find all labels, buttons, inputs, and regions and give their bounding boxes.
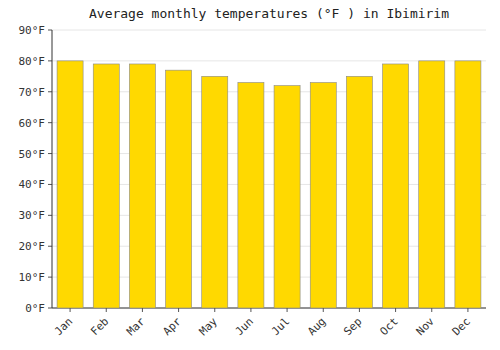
tick-mark [48,308,52,309]
tick-mark [359,308,360,312]
bars [57,61,481,308]
tick-mark [214,308,215,312]
tick-label: Jun [233,315,256,338]
tick-mark [323,308,324,312]
tick-mark [106,308,107,312]
axes: 0°F 10°F 20°F 30°F 40°F 50°F 60°F 70°F 80°F 90°F J… [19,24,487,338]
tick-label: Feb [88,315,111,338]
bar [129,64,155,308]
tick-label: May [197,315,221,339]
tick-label: Sep [341,315,364,338]
tick-mark [250,308,251,312]
tick-mark [48,91,52,92]
tick-label: 0°F [25,302,45,315]
tick-label: Jan [52,315,75,338]
tick-label: 20°F [19,240,46,253]
grid-line [52,30,486,31]
bar [57,61,83,308]
tick-mark [48,30,52,31]
title: Average monthly temperatures (°F ) in Ib… [89,6,449,21]
tick-mark [287,308,288,312]
tick-mark [48,246,52,247]
tick-label: Nov [414,315,438,339]
tick-label: Oct [377,315,400,338]
tick-label: Aug [305,315,328,338]
tick-mark [48,153,52,154]
tick-label: Mar [124,315,148,339]
tick-label: 90°F [19,24,46,37]
tick-mark [178,308,179,312]
bar [238,83,264,308]
tick-label: 10°F [19,271,46,284]
tick-label: 50°F [19,148,46,161]
tick-label: 40°F [19,178,46,191]
tick-mark [431,308,432,312]
tick-mark [48,122,52,123]
y-axis-line [52,30,53,308]
tick-label: 60°F [19,117,46,130]
tick-mark [48,184,52,185]
grid [52,30,486,308]
tick-mark [467,308,468,312]
bar [383,64,409,308]
bar [346,76,372,308]
tick-mark [48,277,52,278]
tick-label: 80°F [19,55,46,68]
bar [455,61,481,308]
tick-mark [142,308,143,312]
bar [166,70,192,308]
chart: 0°F 10°F 20°F 30°F 40°F 50°F 60°F 70°F 80°F 90°F J… [0,0,500,350]
bar [419,61,445,308]
tick-mark [395,308,396,312]
tick-mark [48,215,52,216]
bar [310,83,336,308]
bar [274,86,300,308]
tick-label: 30°F [19,209,46,222]
tick-label: Apr [160,315,184,339]
tick-mark [48,60,52,61]
bar [93,64,119,308]
tick-mark [70,308,71,312]
tick-label: Dec [450,315,473,338]
tick-label: Jul [269,315,292,338]
bar [202,76,228,308]
tick-label: 70°F [19,86,46,99]
